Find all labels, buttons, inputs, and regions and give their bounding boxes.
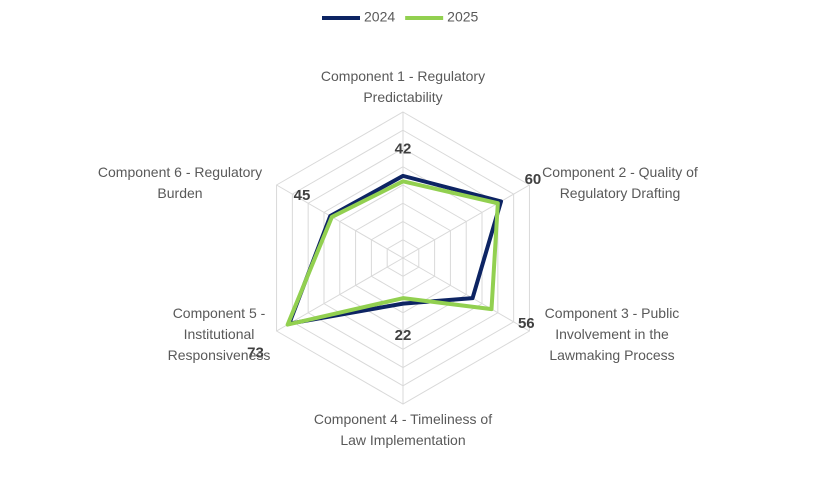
spoke bbox=[276, 184, 404, 259]
data-label: 42 bbox=[395, 140, 412, 157]
category-label: Component 4 - Timeliness of Law Implemen… bbox=[313, 411, 493, 448]
spoke bbox=[402, 257, 530, 332]
legend-label: 2025 bbox=[447, 9, 478, 25]
spoke bbox=[276, 257, 404, 332]
spoke bbox=[402, 184, 530, 259]
data-label: 60 bbox=[525, 171, 542, 188]
data-label: 73 bbox=[247, 345, 264, 362]
category-label: Component 6 - Regulatory Burden bbox=[97, 164, 263, 201]
legend-label: 2024 bbox=[364, 9, 395, 25]
category-label: Component 2 - Quality of Regulatory Draf… bbox=[542, 164, 698, 201]
data-label: 45 bbox=[294, 187, 311, 204]
data-label: 56 bbox=[518, 315, 535, 332]
data-label: 22 bbox=[395, 327, 412, 344]
category-label: Component 1 - Regulatory Predictability bbox=[320, 68, 486, 105]
series-line bbox=[285, 179, 500, 327]
category-label: Component 3 - Public Involvement in the … bbox=[544, 305, 680, 363]
category-label: Component 5 - Institutional Responsivene… bbox=[167, 305, 271, 363]
